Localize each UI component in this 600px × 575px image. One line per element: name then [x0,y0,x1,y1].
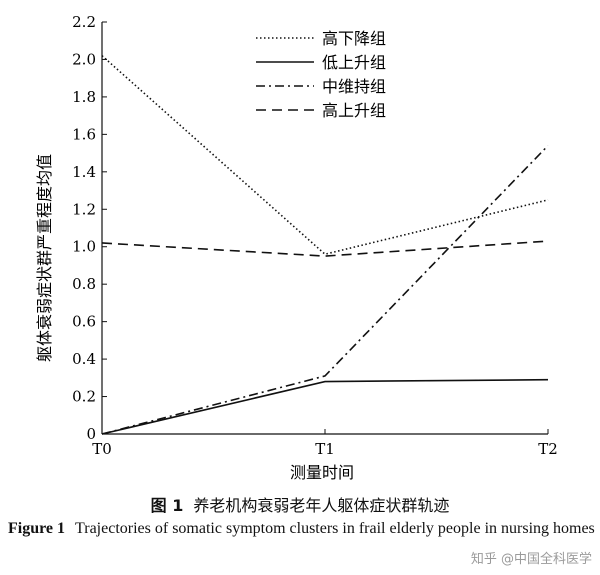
legend-label-2: 低上升组 [322,53,386,72]
y-tick-label: 1.0 [72,238,96,256]
caption-cn-label: 图 1 [150,496,184,515]
legend-label-3: 中维持组 [322,77,386,96]
series-line-4 [101,240,549,257]
x-tick-label: T2 [538,440,558,458]
y-tick-label: 2.0 [72,50,96,68]
y-tick-label: 1.8 [72,88,96,106]
series-line-3 [101,145,549,435]
y-tick-label: 0.6 [72,313,96,331]
y-tick-label: 0.4 [72,350,96,368]
x-tick-label: T0 [92,440,112,458]
caption-en-label: Figure 1 [8,520,66,537]
y-tick-label: 0 [86,425,96,443]
y-tick-label: 2.2 [72,13,96,31]
x-axis-ticks: T0 T1 T2 [92,429,558,458]
series-line-2 [101,378,549,435]
caption-chinese: 图 1 养老机构衰弱老年人躯体症状群轨迹 [0,492,600,516]
x-tick-label: T1 [315,440,335,458]
x-axis-label: 测量时间 [290,463,354,482]
watermark: 知乎 @中国全科医学 [470,552,592,567]
caption-cn-text: 养老机构衰弱老年人躯体症状群轨迹 [193,496,450,515]
y-tick-label: 1.4 [72,163,96,181]
caption-en-text: Trajectories of somatic symptom clusters… [75,520,595,537]
caption-english: Figure 1 Trajectories of somatic symptom … [8,517,598,541]
legend-label-1: 高下降组 [322,29,386,48]
y-tick-label: 1.6 [72,125,96,143]
y-axis-ticks: 0 0.2 0.4 0.6 0.8 1.0 1.2 1.4 1.6 1.8 2.0 2.2 [72,13,107,443]
line-chart: 00.20.40.60.81.01.21.41.61.82.02.2 T0 T1 T… [35,13,558,482]
y-tick-label: 0.8 [72,275,96,293]
y-tick-label: 1.2 [72,200,96,218]
legend-label-4: 高上升组 [322,101,386,120]
series-lines [101,55,549,435]
y-tick-label: 0.2 [72,388,96,406]
y-axis-label: 躯体衰弱症状群严重程度均值 [35,154,54,362]
